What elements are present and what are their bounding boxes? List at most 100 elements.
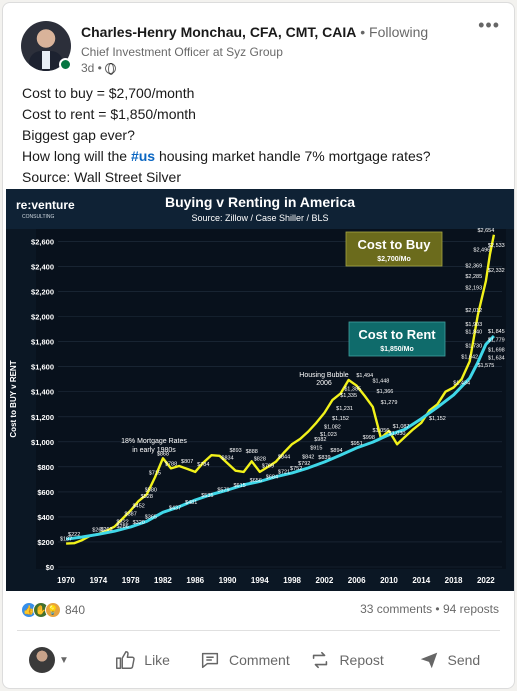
x-tick-label: 1982 — [154, 576, 172, 585]
data-label: $1,087 — [393, 424, 410, 430]
point-labels: $187 $263 $322 $387 $452 $528$580 $715 $868 $788… — [60, 228, 505, 543]
data-label: $868 — [157, 451, 169, 457]
data-label: $842 — [302, 455, 314, 461]
data-label: $2,332 — [488, 268, 505, 274]
send-button[interactable]: Send — [398, 640, 500, 680]
x-tick-label: 1978 — [122, 576, 140, 585]
data-label: $684 — [266, 474, 278, 480]
data-label: $894 — [330, 448, 342, 454]
post-line-4a: How long will the — [22, 148, 131, 164]
data-label: $915 — [310, 445, 322, 451]
author-line: Charles-Henry Monchau, CFA, CMT, CAIA • … — [81, 24, 428, 40]
data-label: $792 — [298, 461, 310, 467]
post-line-5: Source: Wall Street Silver — [22, 169, 181, 185]
y-tick-label: $2,600 — [31, 238, 54, 247]
post-text: Cost to buy = $2,700/month Cost to rent … — [22, 83, 431, 188]
x-tick-label: 2002 — [316, 576, 334, 585]
x-tick-label: 2006 — [348, 576, 366, 585]
data-label: $2,654 — [477, 228, 494, 234]
data-label: $222 — [68, 532, 80, 538]
y-tick-label: $600 — [37, 488, 54, 497]
social-counts: 👍 ✋ 💡 840 33 comments • 94 reposts — [21, 602, 499, 622]
repost-icon — [313, 651, 328, 669]
post-image[interactable]: re:venture CONSULTING Buying v Renting i… — [6, 189, 514, 591]
data-label: $1,448 — [372, 379, 389, 385]
data-label: $1,366 — [377, 389, 394, 395]
chart-header-bg — [6, 189, 514, 229]
data-label: $1,023 — [320, 432, 337, 438]
y-tick-label: $1,800 — [31, 338, 54, 347]
data-label: $1,385 — [344, 387, 361, 393]
reaction-identity-switcher[interactable]: ▼ — [29, 647, 73, 673]
reactions[interactable]: 👍 ✋ 💡 840 — [21, 602, 85, 618]
y-tick-label: $2,400 — [31, 263, 54, 272]
y-tick-label: $2,200 — [31, 288, 54, 297]
data-label: $481 — [185, 500, 197, 506]
brand-sub: CONSULTING — [22, 214, 55, 220]
data-label: $1,030 — [389, 431, 406, 437]
rent-box — [348, 321, 446, 357]
chart-svg: re:venture CONSULTING Buying v Renting i… — [6, 189, 514, 585]
post-time-text: 3d • — [81, 61, 102, 75]
data-label: $1,152 — [332, 416, 349, 422]
buy-box-title: Cost to Buy — [358, 237, 432, 252]
data-label: $1,779 — [488, 337, 505, 343]
data-label: $286 — [116, 524, 128, 530]
author-avatar[interactable] — [21, 21, 71, 71]
like-button[interactable]: Like — [91, 640, 193, 680]
data-label: $579 — [217, 488, 229, 494]
buy-box-value: $2,700/Mo — [377, 256, 410, 263]
series-lines — [65, 234, 496, 545]
x-ticks: 1970 1974 1978 1982 1986 1990 1994 1998 2002 2006… — [57, 576, 495, 585]
comments-reposts[interactable]: 33 comments • 94 reposts — [360, 602, 499, 616]
data-label: $951 — [351, 441, 363, 447]
repost-button[interactable]: Repost — [296, 640, 398, 680]
more-horizontal-icon[interactable]: ••• — [478, 15, 500, 35]
data-label: $2,012 — [465, 308, 482, 314]
x-tick-label: 1990 — [219, 576, 237, 585]
data-label: $1,494 — [356, 373, 373, 379]
data-label: $387 — [125, 512, 137, 518]
y-ticks: $0 $200 $400 $600 $800 $1,000 $1,200 $1,400 $1,6… — [31, 238, 54, 572]
buy-box — [345, 231, 443, 267]
thumbs-up-icon — [116, 651, 136, 669]
data-label: $2,285 — [465, 274, 482, 280]
annotation-mortgage-2: in early 1980s — [132, 447, 176, 454]
x-tick-label: 1986 — [186, 576, 204, 585]
x-tick-label: 2018 — [445, 576, 463, 585]
data-label: $1,840 — [465, 330, 482, 336]
x-tick-label: 1974 — [89, 576, 107, 585]
y-tick-label: $0 — [46, 563, 54, 572]
data-label: $580 — [145, 487, 157, 493]
data-label: $437 — [169, 505, 181, 511]
x-tick-label: 1970 — [57, 576, 75, 585]
annotation-bubble-1: Housing Bubble — [299, 372, 349, 379]
data-label: $982 — [314, 437, 326, 443]
data-label: $320 — [133, 520, 145, 526]
author-name[interactable]: Charles-Henry Monchau, CFA, CMT, CAIA — [81, 24, 357, 40]
y-tick-label: $2,000 — [31, 313, 54, 322]
comment-button[interactable]: Comment — [193, 640, 295, 680]
y-axis-label: Cost to BUY v RENT — [9, 360, 18, 437]
caret-down-icon: ▼ — [59, 654, 69, 666]
data-label: $769 — [262, 464, 274, 470]
rent-series-line — [65, 334, 495, 541]
data-label: $715 — [149, 470, 161, 476]
data-label: $535 — [201, 493, 213, 499]
post-line-4b: housing market handle 7% mortgage rates? — [155, 148, 431, 164]
insightful-icon: 💡 — [45, 602, 61, 618]
post-line-2: Cost to rent = $1,850/month — [22, 106, 196, 122]
y-tick-label: $1,400 — [31, 388, 54, 397]
data-label: $1,698 — [488, 347, 505, 353]
data-label: $263 — [100, 527, 112, 533]
divider — [17, 630, 500, 631]
hashtag-link[interactable]: #us — [130, 148, 156, 164]
data-label: $721 — [278, 470, 290, 476]
data-label: $752 — [290, 466, 302, 472]
data-label: $1,152 — [429, 416, 446, 422]
comment-icon — [201, 652, 219, 669]
action-bar: ▼ Like Comment Repost Send — [17, 637, 500, 683]
data-label: $888 — [246, 449, 258, 455]
annotation-bubble-2: 2006 — [316, 380, 332, 387]
x-tick-label: 1994 — [251, 576, 269, 585]
